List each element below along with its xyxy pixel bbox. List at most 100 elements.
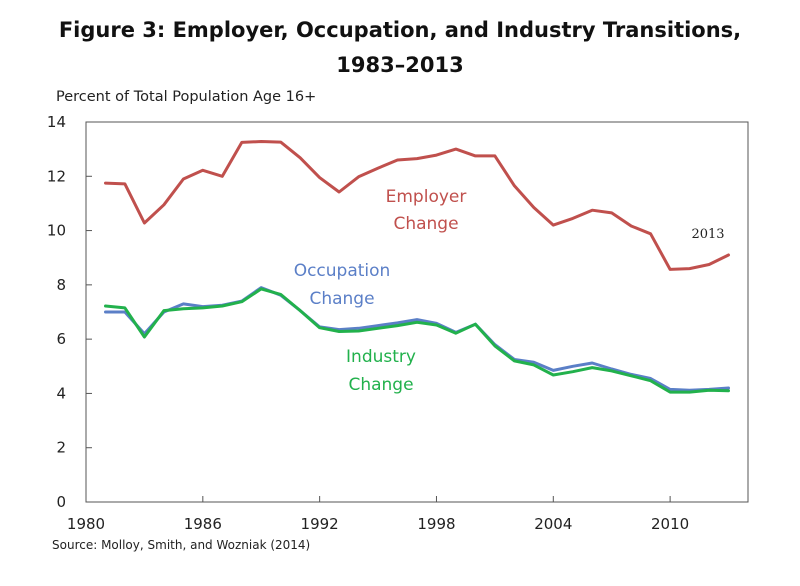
y-tick-label: 6 xyxy=(56,330,66,348)
end-year-label: 2013 xyxy=(691,227,724,242)
data-point-employer xyxy=(377,167,379,169)
data-point-employer xyxy=(552,224,554,226)
data-point-employer xyxy=(338,191,340,193)
data-point-employer xyxy=(591,209,593,211)
data-point-occupation xyxy=(358,327,360,329)
data-point-employer xyxy=(260,140,262,143)
series-label-industry-line2: Change xyxy=(348,375,413,395)
data-point-occupation xyxy=(533,361,535,363)
data-point-occupation xyxy=(396,322,399,324)
data-point-industry xyxy=(182,308,184,310)
data-point-occupation xyxy=(572,365,574,367)
data-point-industry xyxy=(104,305,107,307)
series-line-occupation xyxy=(104,286,730,392)
data-point-industry xyxy=(396,325,399,327)
y-tick-label: 12 xyxy=(47,167,66,185)
data-point-occupation xyxy=(669,388,671,390)
series-label-employer: Employer xyxy=(386,187,467,207)
data-point-employer xyxy=(104,182,107,184)
chart-axes: 0 2 4 6 8 10 12 14 1980 1986 1992 1998 2004 2010 xyxy=(47,113,749,533)
data-point-industry xyxy=(513,360,516,362)
data-point-industry xyxy=(377,327,379,329)
data-point-employer xyxy=(319,177,321,179)
series-label-occupation: Occupation xyxy=(294,261,391,281)
data-point-occupation xyxy=(611,368,613,370)
data-point-industry xyxy=(280,293,282,295)
data-point-employer xyxy=(708,263,710,266)
y-tick-label: 10 xyxy=(47,222,66,240)
data-point-employer xyxy=(143,222,145,224)
data-point-industry xyxy=(241,301,243,303)
data-point-industry xyxy=(494,345,496,347)
data-point-occupation xyxy=(104,311,107,313)
data-point-employer xyxy=(630,225,632,227)
data-point-industry xyxy=(260,288,262,290)
data-point-industry xyxy=(650,380,652,382)
data-point-occupation xyxy=(338,329,340,331)
data-point-employer xyxy=(727,254,730,256)
chart-series xyxy=(104,140,730,394)
data-point-occupation xyxy=(591,362,593,364)
data-point-employer xyxy=(221,175,223,177)
data-point-industry xyxy=(474,323,476,325)
data-point-employer xyxy=(650,233,652,235)
data-point-industry xyxy=(143,336,145,338)
data-point-employer xyxy=(163,204,165,206)
x-tick-label: 1992 xyxy=(301,515,339,533)
data-point-industry xyxy=(533,364,535,366)
data-point-industry xyxy=(338,330,340,333)
data-point-employer xyxy=(669,268,671,270)
data-point-industry xyxy=(669,391,671,393)
y-tick-label: 0 xyxy=(56,493,66,511)
chart-title-line1: Figure 3: Employer, Occupation, and Indu… xyxy=(58,18,742,42)
series-label-industry: Industry xyxy=(346,347,416,367)
data-point-employer xyxy=(241,141,243,143)
y-tick-label: 8 xyxy=(56,276,66,294)
data-point-employer xyxy=(494,155,496,157)
data-point-industry xyxy=(202,307,204,309)
data-point-employer xyxy=(533,206,535,209)
data-point-employer xyxy=(396,159,399,161)
data-point-employer xyxy=(455,148,457,150)
data-point-occupation xyxy=(727,387,730,389)
data-point-industry xyxy=(708,389,710,391)
data-point-industry xyxy=(163,310,165,312)
data-point-occupation xyxy=(124,311,126,313)
data-point-occupation xyxy=(650,377,652,380)
data-point-industry xyxy=(552,374,554,376)
data-point-occupation xyxy=(689,389,691,391)
data-point-occupation xyxy=(416,319,418,321)
series-line-industry xyxy=(104,287,730,394)
data-point-employer xyxy=(435,154,438,156)
y-tick-label: 2 xyxy=(56,439,66,457)
series-label-employer-line2: Change xyxy=(393,214,458,234)
chart-annotations: Employer Change Occupation Change Industry Ch… xyxy=(294,187,725,395)
data-point-industry xyxy=(591,367,593,369)
chart-title-line2: 1983–2013 xyxy=(336,53,464,77)
x-tick-label: 2010 xyxy=(651,515,689,533)
data-point-employer xyxy=(124,183,126,185)
data-point-occupation xyxy=(552,369,554,371)
data-point-employer xyxy=(611,212,613,214)
data-point-industry xyxy=(689,391,691,393)
data-point-industry xyxy=(455,332,457,334)
data-point-employer xyxy=(474,155,476,157)
data-point-industry xyxy=(727,390,730,392)
series-label-occupation-line2: Change xyxy=(309,289,374,309)
data-point-industry xyxy=(611,370,613,372)
data-point-occupation xyxy=(377,325,379,327)
data-point-employer xyxy=(358,176,360,178)
data-point-employer xyxy=(689,268,691,270)
data-point-employer xyxy=(299,157,301,159)
y-tick-label: 14 xyxy=(47,113,66,131)
y-axis-label: Percent of Total Population Age 16+ xyxy=(56,89,317,105)
x-tick-label: 2004 xyxy=(534,515,572,533)
data-point-employer xyxy=(202,169,204,171)
data-point-industry xyxy=(572,371,574,373)
plot-area-frame xyxy=(85,121,749,503)
data-point-employer xyxy=(572,217,574,219)
data-point-employer xyxy=(513,185,516,187)
data-point-industry xyxy=(630,375,632,377)
data-point-industry xyxy=(319,327,321,329)
